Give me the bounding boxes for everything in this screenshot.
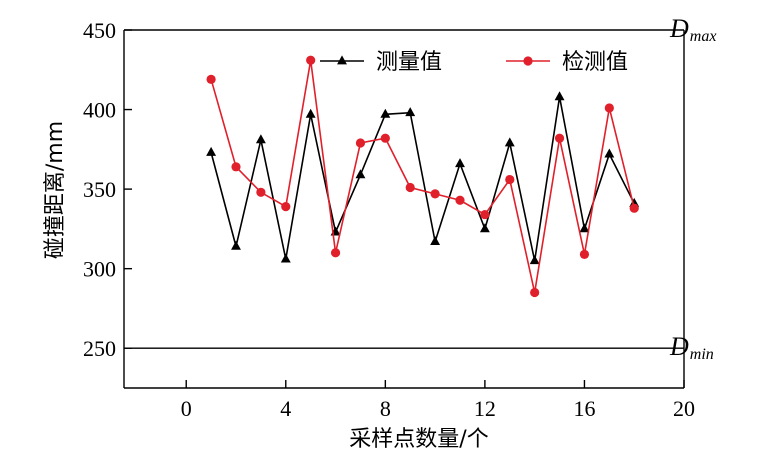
x-tick-label: 8 xyxy=(380,396,391,421)
data-point-circle xyxy=(523,56,533,66)
y-tick-label: 250 xyxy=(83,336,116,361)
data-point-circle xyxy=(405,182,415,193)
data-point-triangle xyxy=(504,137,515,147)
data-point-circle xyxy=(505,174,515,185)
data-point-circle xyxy=(306,55,316,65)
data-point-triangle xyxy=(280,253,291,263)
data-point-circle xyxy=(430,189,440,199)
data-point-triangle xyxy=(479,223,490,233)
data-point-circle xyxy=(554,133,565,143)
data-point-circle xyxy=(480,209,490,220)
data-point-triangle xyxy=(255,134,266,144)
data-point-triangle xyxy=(455,158,465,168)
data-point-triangle xyxy=(529,255,540,265)
data-point-circle xyxy=(604,103,614,113)
plot-area xyxy=(206,55,640,298)
y-tick-label: 450 xyxy=(83,18,116,43)
data-point-circle xyxy=(330,248,341,258)
x-tick-label: 16 xyxy=(573,396,595,421)
legend-label: 测量值 xyxy=(376,50,442,75)
legend-label: 检测值 xyxy=(562,50,628,75)
data-point-triangle xyxy=(337,55,347,65)
data-point-triangle xyxy=(430,236,441,246)
data-point-triangle xyxy=(405,107,416,117)
series-line xyxy=(210,96,635,261)
data-point-triangle xyxy=(380,108,391,118)
data-point-triangle xyxy=(579,223,590,233)
legend: 测量值 检测值 xyxy=(320,50,628,75)
data-point-circle xyxy=(579,249,590,259)
data-point-triangle xyxy=(604,148,615,158)
axes: 0 4 8 12 16 20 250 300 350 400 450 xyxy=(83,18,695,421)
data-point-circle xyxy=(629,203,639,213)
x-tick-label: 20 xyxy=(673,396,695,421)
reference-label-max: Dmax xyxy=(669,14,716,45)
y-tick-label: 350 xyxy=(83,177,116,202)
data-point-triangle xyxy=(554,91,565,101)
x-tick-label: 4 xyxy=(280,396,291,421)
data-point-circle xyxy=(455,195,465,205)
data-point-circle xyxy=(530,287,540,298)
x-tick-label: 0 xyxy=(181,396,192,421)
series-2 xyxy=(206,55,639,298)
data-point-circle xyxy=(231,162,241,172)
data-point-circle xyxy=(206,74,216,84)
data-point-circle xyxy=(281,202,291,212)
series-line xyxy=(210,60,635,293)
series-1 xyxy=(206,91,640,265)
y-tick-label: 400 xyxy=(83,98,116,123)
data-point-circle xyxy=(256,187,266,197)
reference-label-min: Dmin xyxy=(669,332,714,363)
x-tick-label: 12 xyxy=(474,396,496,421)
y-axis-label: 碰撞距离/mm xyxy=(43,121,68,259)
y-tick-label: 300 xyxy=(83,257,116,282)
data-point-circle xyxy=(380,133,390,143)
data-point-triangle xyxy=(206,146,217,156)
x-axis-label: 采样点数量/个 xyxy=(349,427,488,452)
data-point-triangle xyxy=(355,169,366,179)
data-point-circle xyxy=(355,138,366,148)
data-point-triangle xyxy=(305,108,316,118)
data-point-triangle xyxy=(231,240,241,250)
